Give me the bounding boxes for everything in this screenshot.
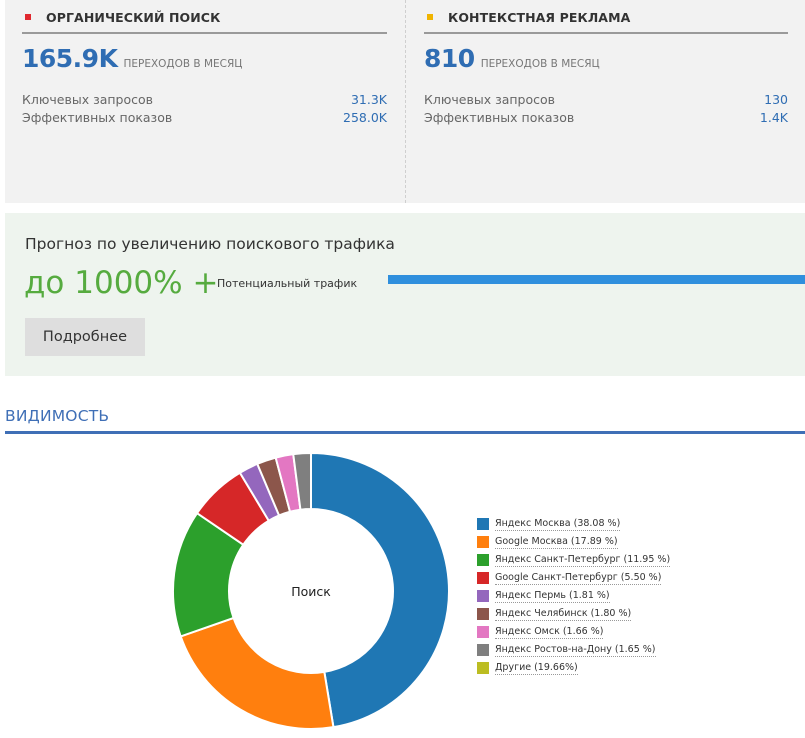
visibility-title: ВИДИМОСТЬ [5, 407, 110, 425]
legend-label: Яндекс Санкт-Петербург (11.95 %) [495, 553, 671, 567]
forecast-panel: Прогноз по увеличению поискового трафика… [5, 213, 805, 376]
legend-swatch [477, 590, 489, 602]
legend-label: Яндекс Пермь (1.81 %) [495, 589, 610, 603]
legend-label: Яндекс Москва (38.08 %) [495, 517, 621, 531]
legend-swatch [477, 536, 489, 548]
organic-impressions-row: Эффективных показов 258.0K [22, 109, 387, 127]
legend-label: Другие (19.66%) [495, 661, 578, 675]
stat-value: 258.0K [343, 110, 387, 125]
legend-swatch [477, 626, 489, 638]
details-button[interactable]: Подробнее [25, 318, 145, 356]
context-keywords-row: Ключевых запросов 130 [424, 91, 788, 109]
legend-swatch [477, 608, 489, 620]
organic-square-icon [25, 14, 31, 20]
legend-swatch [477, 518, 489, 530]
potential-traffic-label: Потенциальный трафик [217, 277, 358, 290]
legend-item[interactable]: Яндекс Москва (38.08 %) [477, 515, 670, 533]
legend-item[interactable]: Другие (19.66%) [477, 659, 670, 677]
stat-value: 31.3K [350, 92, 387, 107]
legend-item[interactable]: Google Москва (17.89 %) [477, 533, 670, 551]
legend-swatch [477, 662, 489, 674]
donut-slice-7[interactable] [292, 451, 312, 511]
legend-item[interactable]: Яндекс Челябинск (1.80 %) [477, 605, 670, 623]
visibility-donut-chart: Поиск [172, 451, 450, 730]
context-traffic-unit: ПЕРЕХОДОВ В МЕСЯЦ [480, 58, 600, 70]
organic-title: ОРГАНИЧЕСКИЙ ПОИСК [46, 9, 221, 25]
context-square-icon [427, 14, 433, 20]
forecast-value: до 1000% + [24, 265, 219, 301]
legend-swatch [477, 644, 489, 656]
legend-swatch [477, 572, 489, 584]
stat-label: Эффективных показов [22, 110, 173, 125]
forecast-title: Прогноз по увеличению поискового трафика [25, 235, 395, 253]
stat-label: Ключевых запросов [424, 92, 556, 107]
legend-item[interactable]: Яндекс Омск (1.66 %) [477, 623, 670, 641]
stat-value: 1.4K [759, 110, 788, 125]
donut-slice-0[interactable] [310, 451, 450, 729]
legend-label: Яндекс Омск (1.66 %) [495, 625, 604, 639]
chart-legend: Яндекс Москва (38.08 %) Google Москва (17… [477, 515, 671, 677]
context-divider [424, 32, 788, 34]
organic-divider [22, 32, 387, 34]
context-traffic-value: 810 [424, 44, 475, 73]
stat-label: Ключевых запросов [22, 92, 154, 107]
legend-item[interactable]: Яндекс Пермь (1.81 %) [477, 587, 670, 605]
legend-label: Яндекс Челябинск (1.80 %) [495, 607, 632, 621]
legend-label: Яндекс Ростов-на-Дону (1.65 %) [495, 643, 656, 657]
legend-item[interactable]: Google Санкт-Петербург (5.50 %) [477, 569, 670, 587]
potential-traffic-bar-fill [388, 275, 805, 284]
legend-swatch [477, 554, 489, 566]
legend-label: Google Санкт-Петербург (5.50 %) [495, 571, 662, 585]
context-impressions-row: Эффективных показов 1.4K [424, 109, 788, 127]
legend-item[interactable]: Яндекс Санкт-Петербург (11.95 %) [477, 551, 671, 569]
organic-traffic-unit: ПЕРЕХОДОВ В МЕСЯЦ [123, 58, 243, 70]
organic-traffic-value: 165.9K [22, 44, 118, 73]
stats-panel: ОРГАНИЧЕСКИЙ ПОИСК 165.9K ПЕРЕХОДОВ В МЕ… [5, 0, 805, 203]
donut-slice-1[interactable] [179, 616, 335, 730]
legend-item[interactable]: Яндекс Ростов-на-Дону (1.65 %) [477, 641, 670, 659]
organic-keywords-row: Ключевых запросов 31.3K [22, 91, 387, 109]
context-card: КОНТЕКСТНАЯ РЕКЛАМА 810 ПЕРЕХОДОВ В МЕСЯ… [405, 0, 805, 203]
legend-label: Google Москва (17.89 %) [495, 535, 618, 549]
visibility-divider [5, 431, 805, 434]
stat-label: Эффективных показов [424, 110, 575, 125]
stat-value: 130 [764, 92, 788, 107]
donut-center-label: Поиск [291, 584, 331, 599]
context-title: КОНТЕКСТНАЯ РЕКЛАМА [448, 9, 631, 25]
organic-card: ОРГАНИЧЕСКИЙ ПОИСК 165.9K ПЕРЕХОДОВ В МЕ… [5, 0, 405, 203]
potential-traffic-bar [388, 275, 805, 284]
